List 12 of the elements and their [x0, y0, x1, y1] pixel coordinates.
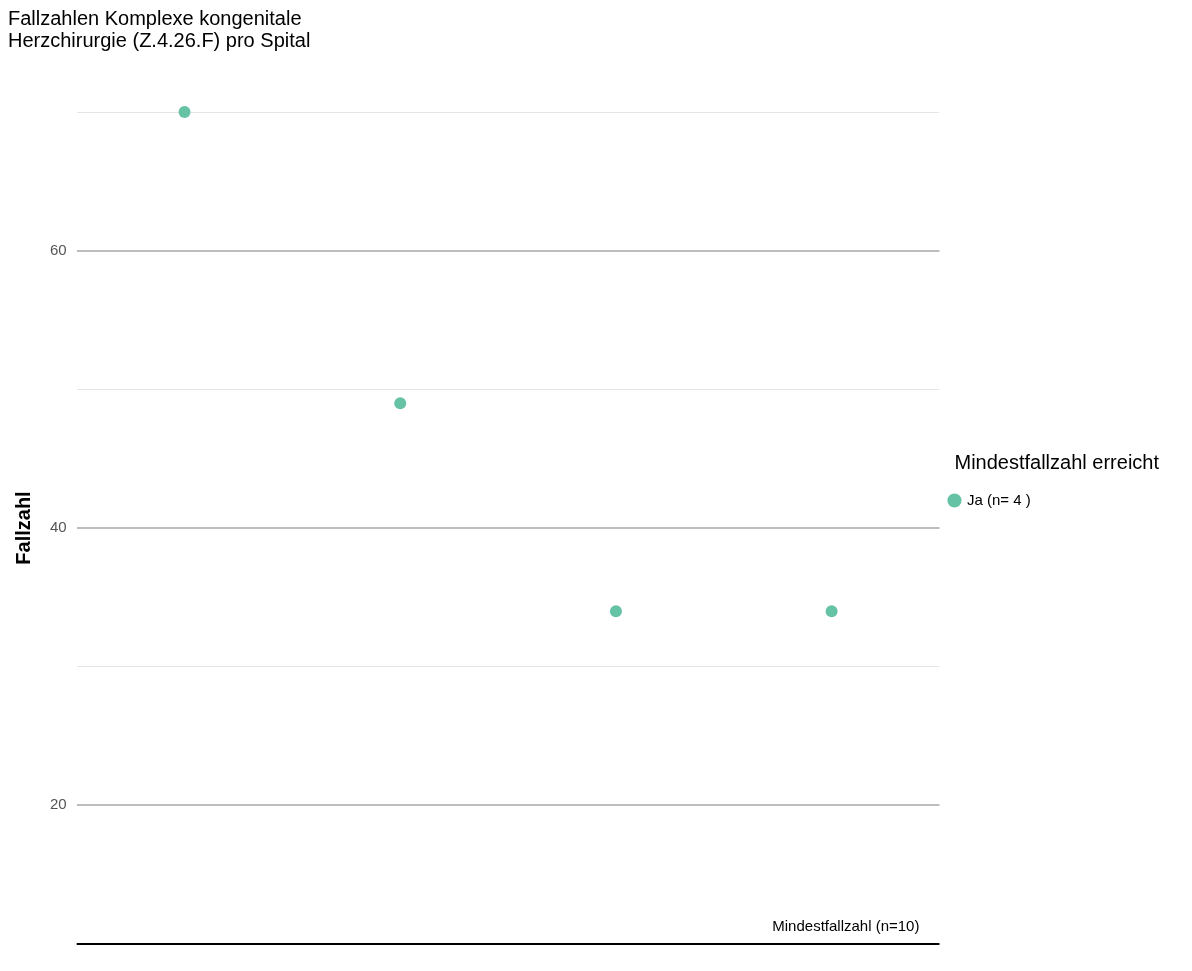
y-tick-label: 60: [50, 240, 67, 258]
point: [394, 397, 407, 410]
y-axis-title: Fallzahl: [11, 491, 34, 565]
point: [609, 605, 622, 618]
point: [178, 106, 191, 118]
y-tick-label: 40: [50, 518, 67, 536]
chart-title: Fallzahlen Komplexe kongenitale Herzchirurgie (Z.4.26.F) pro Spital: [8, 6, 311, 51]
y-tick-label: 20: [50, 795, 67, 813]
legend-label: Ja (n= 4 ): [966, 490, 1031, 508]
point: [825, 605, 838, 618]
ref-line-label: Mindestfallzahl (n=10): [772, 916, 920, 934]
legend-title: Mindestfallzahl erreicht: [954, 450, 1160, 473]
